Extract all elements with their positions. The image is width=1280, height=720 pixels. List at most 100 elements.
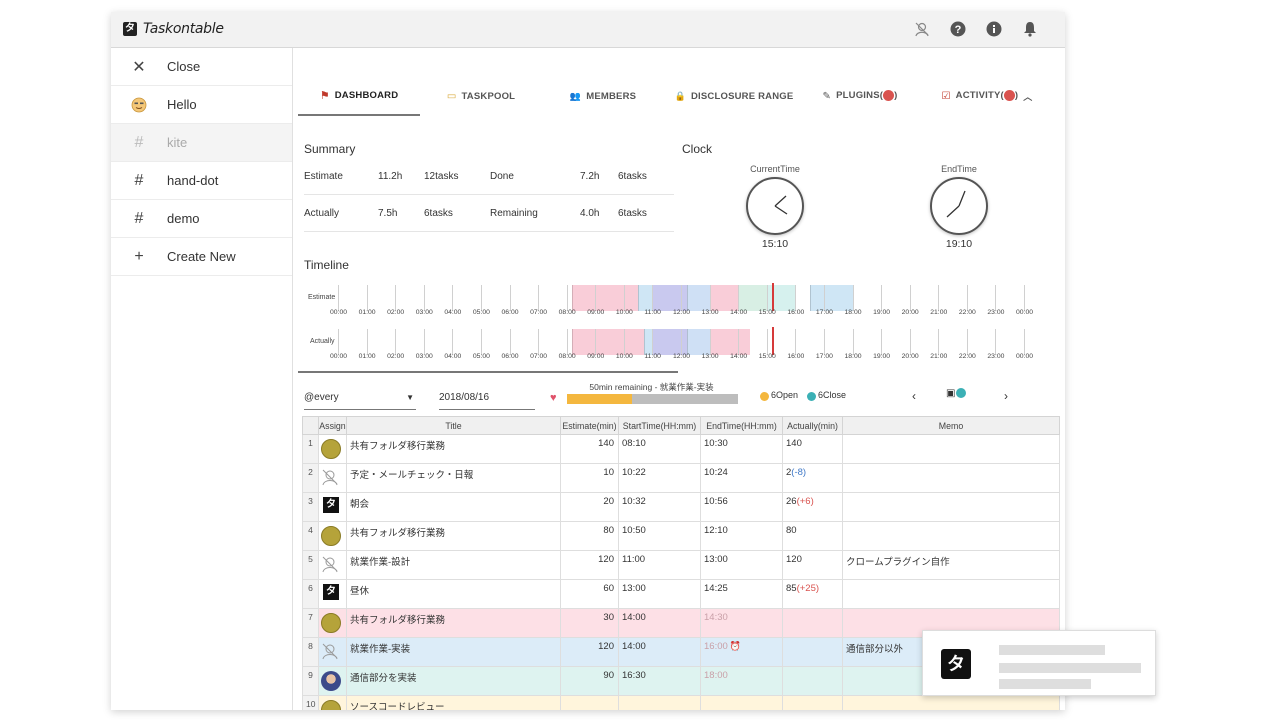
assign-cell[interactable]: タ — [318, 492, 347, 522]
end-time-cell[interactable]: 14:30 — [700, 608, 783, 638]
title-cell[interactable]: 昼休 — [346, 579, 561, 609]
alarm-icon[interactable]: ⏰ — [729, 641, 741, 651]
tab-disclosure-range[interactable]: 🔒 DISCLOSURE RANGE — [664, 76, 804, 116]
memo-cell[interactable] — [842, 695, 1060, 710]
column-header[interactable]: Memo — [842, 416, 1060, 435]
estimate-cell[interactable] — [560, 695, 619, 710]
actually-cell[interactable] — [782, 695, 843, 710]
memo-cell[interactable] — [842, 492, 1060, 522]
memo-cell[interactable]: クロームプラグイン自作 — [842, 550, 1060, 580]
start-time-cell[interactable] — [618, 695, 701, 710]
title-cell[interactable]: 共有フォルダ移行業務 — [346, 434, 561, 464]
estimate-cell[interactable]: 120 — [560, 550, 619, 580]
estimate-cell[interactable]: 140 — [560, 434, 619, 464]
sidebar-item-hand-dot[interactable]: # hand-dot — [111, 162, 292, 200]
start-time-cell[interactable]: 10:50 — [618, 521, 701, 551]
column-header[interactable]: Estimate(min) — [560, 416, 619, 435]
open-count[interactable]: 6Open — [771, 390, 799, 400]
title-cell[interactable]: 通信部分を実装 — [346, 666, 561, 696]
estimate-cell[interactable]: 90 — [560, 666, 619, 696]
end-time-cell[interactable]: 16:00 ⏰ — [700, 637, 783, 667]
chevron-left-icon[interactable]: ‹ — [912, 389, 916, 403]
estimate-cell[interactable]: 10 — [560, 463, 619, 493]
assign-filter-select[interactable]: @every ▼ — [304, 388, 416, 410]
actually-cell[interactable]: 85(+25) — [782, 579, 843, 609]
bell-icon[interactable] — [1021, 20, 1039, 38]
table-row[interactable]: 1 共有フォルダ移行業務 140 08:10 10:30 140 — [302, 434, 1060, 464]
end-time-cell[interactable]: 12:10 — [700, 521, 783, 551]
actually-cell[interactable]: 80 — [782, 521, 843, 551]
estimate-cell[interactable]: 80 — [560, 521, 619, 551]
estimate-cell[interactable]: 30 — [560, 608, 619, 638]
end-time-cell[interactable]: 10:30 — [700, 434, 783, 464]
memo-cell[interactable] — [842, 579, 1060, 609]
end-time-cell[interactable] — [700, 695, 783, 710]
actually-cell[interactable]: 120 — [782, 550, 843, 580]
sidebar-item-hello[interactable]: Hello — [111, 86, 292, 124]
date-input[interactable]: 2018/08/16 — [439, 388, 535, 410]
save-check-icon[interactable]: ▣ — [946, 388, 967, 399]
table-row[interactable]: 2 予定・メールチェック・日報 10 10:22 10:24 2(-8) — [302, 463, 1060, 493]
estimate-cell[interactable]: 60 — [560, 579, 619, 609]
estimate-cell[interactable]: 20 — [560, 492, 619, 522]
title-cell[interactable]: ソースコードレビュー — [346, 695, 561, 710]
assign-cell[interactable] — [318, 637, 347, 667]
tab-members[interactable]: 👥 MEMBERS — [542, 76, 664, 116]
assign-cell[interactable]: タ — [318, 579, 347, 609]
start-time-cell[interactable]: 10:32 — [618, 492, 701, 522]
tab-taskpool[interactable]: ▭ TASKPOOL — [420, 76, 542, 116]
table-row[interactable]: 6 タ昼休 60 13:00 14:25 85(+25) — [302, 579, 1060, 609]
end-time-cell[interactable]: 14:25 — [700, 579, 783, 609]
memo-cell[interactable] — [842, 434, 1060, 464]
estimate-cell[interactable]: 120 — [560, 637, 619, 667]
assign-cell[interactable] — [318, 463, 347, 493]
column-header[interactable]: StartTime(HH:mm) — [618, 416, 701, 435]
tab-activity[interactable]: ☑ ACTIVITY() ︿ — [916, 76, 1058, 116]
sidebar-item-demo[interactable]: # demo — [111, 200, 292, 238]
notification-toast[interactable]: タ — [922, 630, 1156, 696]
table-row[interactable]: 5 就業作業-設計 120 11:00 13:00 120 クロームプラグイン自作 — [302, 550, 1060, 580]
chevron-right-icon[interactable]: › — [1004, 389, 1008, 403]
user-off-icon[interactable] — [913, 20, 931, 38]
actually-cell[interactable] — [782, 666, 843, 696]
end-time-cell[interactable]: 13:00 — [700, 550, 783, 580]
end-time-cell[interactable]: 10:56 — [700, 492, 783, 522]
end-time-cell[interactable]: 10:24 — [700, 463, 783, 493]
column-header[interactable]: Title — [346, 416, 561, 435]
sidebar-item-kite[interactable]: # kite — [111, 124, 292, 162]
title-cell[interactable]: 予定・メールチェック・日報 — [346, 463, 561, 493]
title-cell[interactable]: 共有フォルダ移行業務 — [346, 608, 561, 638]
start-time-cell[interactable]: 14:00 — [618, 637, 701, 667]
assign-cell[interactable] — [318, 521, 347, 551]
start-time-cell[interactable]: 13:00 — [618, 579, 701, 609]
actually-cell[interactable]: 2(-8) — [782, 463, 843, 493]
close-count[interactable]: 6Close — [818, 390, 847, 400]
info-icon[interactable] — [985, 20, 1003, 38]
column-header[interactable]: Assign — [318, 416, 347, 435]
column-header[interactable]: Actually(min) — [782, 416, 843, 435]
assign-cell[interactable] — [318, 695, 347, 710]
actually-cell[interactable] — [782, 637, 843, 667]
end-time-cell[interactable]: 18:00 — [700, 666, 783, 696]
tab-dashboard[interactable]: ⚑ DASHBOARD — [298, 76, 420, 116]
chevron-up-icon[interactable]: ︿ — [1023, 91, 1033, 102]
title-cell[interactable]: 共有フォルダ移行業務 — [346, 521, 561, 551]
sidebar-item-close[interactable]: ✕ Close — [111, 48, 292, 86]
title-cell[interactable]: 朝会 — [346, 492, 561, 522]
column-header[interactable]: EndTime(HH:mm) — [700, 416, 783, 435]
sidebar-item-create-new[interactable]: + Create New — [111, 238, 292, 276]
memo-cell[interactable] — [842, 521, 1060, 551]
title-cell[interactable]: 就業作業-設計 — [346, 550, 561, 580]
start-time-cell[interactable]: 11:00 — [618, 550, 701, 580]
start-time-cell[interactable]: 10:22 — [618, 463, 701, 493]
memo-cell[interactable] — [842, 463, 1060, 493]
tab-plugins[interactable]: ✎ PLUGINS() — [804, 76, 916, 116]
start-time-cell[interactable]: 08:10 — [618, 434, 701, 464]
actually-cell[interactable] — [782, 608, 843, 638]
actually-cell[interactable]: 26(+6) — [782, 492, 843, 522]
table-row[interactable]: 10 ソースコードレビュー — [302, 695, 1060, 710]
brand[interactable]: タ Taskontable — [123, 21, 224, 37]
table-row[interactable]: 4 共有フォルダ移行業務 80 10:50 12:10 80 — [302, 521, 1060, 551]
table-row[interactable]: 3 タ朝会 20 10:32 10:56 26(+6) — [302, 492, 1060, 522]
assign-cell[interactable] — [318, 666, 347, 696]
